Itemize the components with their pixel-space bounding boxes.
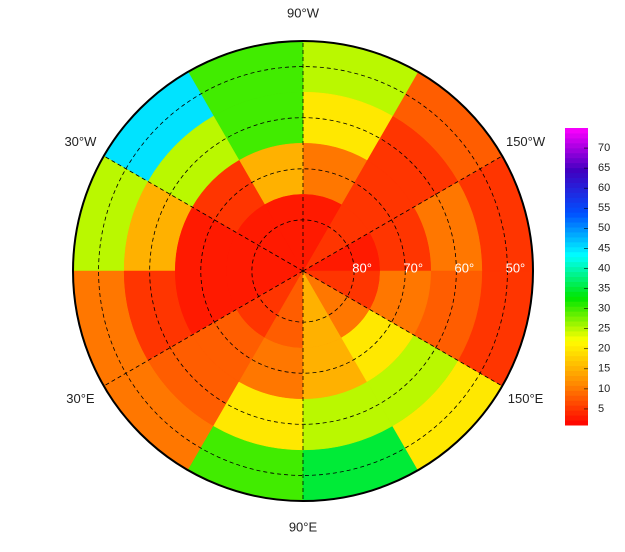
longitude-label: 30°E [66, 391, 95, 406]
colorbar-segment [565, 415, 588, 421]
colorbar-segment [565, 241, 588, 248]
colorbar-segment [565, 222, 588, 228]
latitude-label: 60° [454, 260, 474, 275]
colorbar-segment [565, 128, 588, 134]
colorbar-segment [565, 390, 588, 396]
colorbar-tick-label: 30 [598, 303, 610, 315]
colorbar-segment [565, 350, 588, 357]
longitude-label: 90°W [287, 5, 320, 20]
colorbar-segment [565, 152, 588, 159]
colorbar-segment [565, 291, 588, 297]
map-border [72, 40, 534, 502]
colorbar-segment [565, 365, 588, 372]
latitude-label: 70° [403, 260, 423, 275]
colorbar-segment [565, 375, 588, 381]
colorbar-segment [565, 281, 588, 287]
colorbar-segment [565, 370, 588, 376]
colorbar-segment [565, 266, 588, 273]
colorbar-tick-label: 65 [598, 162, 610, 174]
colorbar-tick-label: 25 [598, 323, 610, 335]
colorbar-segment [565, 400, 588, 406]
colorbar-segment [565, 316, 588, 322]
colorbar-segment [565, 345, 588, 352]
colorbar-segment [565, 162, 588, 169]
colorbar-segment [565, 420, 588, 426]
colorbar-segment [565, 261, 588, 268]
colorbar-segment [565, 340, 588, 347]
colorbar-segment [565, 231, 588, 238]
colorbar-tick-label: 45 [598, 242, 610, 254]
meridian-line [302, 155, 503, 272]
colorbar-segment [565, 395, 588, 401]
colorbar-segment [565, 355, 588, 362]
colorbar-segment [565, 360, 588, 367]
latitude-label: 50° [506, 260, 526, 275]
meridian-line [103, 155, 304, 272]
colorbar-segment [565, 197, 588, 203]
colorbar-tick-label: 35 [598, 282, 610, 294]
colorbar-segment [565, 236, 588, 243]
colorbar-tick-label: 55 [598, 202, 610, 214]
colorbar-segment [565, 335, 588, 342]
colorbar-segment [565, 177, 588, 183]
longitude-label: 90°E [289, 519, 318, 534]
colorbar-segment [565, 286, 588, 292]
colorbar-segment [565, 137, 588, 144]
colorbar-segment [565, 147, 588, 154]
longitude-label: 30°W [64, 134, 97, 149]
colorbar-segment [565, 296, 588, 302]
colorbar-segment [565, 192, 588, 198]
colorbar-segment [565, 167, 588, 174]
colorbar-segment [565, 301, 588, 307]
colorbar-segment [565, 187, 588, 193]
longitude-label: 150°W [506, 134, 546, 149]
colorbar-segment [565, 202, 588, 208]
latitude-circle [149, 117, 457, 425]
colorbar-segment [565, 271, 588, 277]
meridian-line [302, 270, 503, 387]
colorbar-segment [565, 217, 588, 223]
colorbar-segment [565, 182, 588, 188]
latitude-circle [98, 66, 508, 476]
colorbar-tick-label: 5 [598, 403, 604, 415]
colorbar-segment [565, 410, 588, 416]
colorbar-segment [565, 142, 588, 149]
colorbar-segment [565, 311, 588, 317]
colorbar-segment [565, 326, 588, 332]
colorbar-segment [565, 157, 588, 164]
colorbar-tick-label: 70 [598, 142, 610, 154]
colorbar-tick-label: 10 [598, 383, 610, 395]
colorbar-segment [565, 385, 588, 391]
latitude-label: 80° [352, 260, 372, 275]
colorbar-segment [565, 380, 588, 386]
colorbar-segment [565, 330, 588, 337]
colorbar-segment [565, 251, 588, 258]
colorbar-segment [565, 207, 588, 213]
longitude-label: 150°E [508, 391, 544, 406]
colorbar-segment [565, 256, 588, 263]
colorbar-tick-label: 20 [598, 343, 610, 355]
colorbar-tick-label: 60 [598, 182, 610, 194]
colorbar-tick-label: 15 [598, 363, 610, 375]
colorbar-segment [565, 306, 588, 312]
colorbar-segment [565, 405, 588, 411]
colorbar-segment [565, 321, 588, 327]
colorbar-segment [565, 132, 588, 139]
colorbar-segment [565, 227, 588, 233]
latitude-circle [200, 168, 406, 374]
colorbar-segment [565, 212, 588, 218]
meridian-line [103, 270, 304, 387]
colorbar-segment [565, 172, 588, 178]
colorbar-segment [565, 246, 588, 253]
colorbar-tick-label: 40 [598, 262, 610, 274]
colorbar-tick-label: 50 [598, 222, 610, 234]
colorbar-segment [565, 276, 588, 282]
